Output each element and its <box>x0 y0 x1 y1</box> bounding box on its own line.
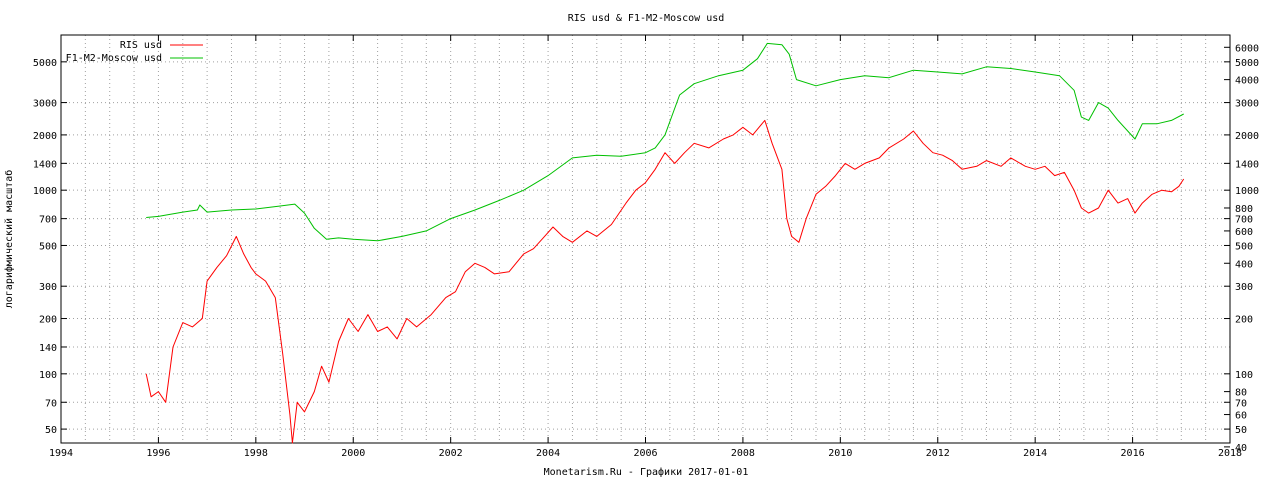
y-tick-label-right: 400 <box>1235 259 1253 270</box>
x-axis-label: Monetarism.Ru - Графики 2017-01-01 <box>544 466 749 478</box>
y-tick-label-right: 4000 <box>1235 76 1259 87</box>
y-tick-label-right: 2000 <box>1235 131 1259 142</box>
y-tick-label-left: 500 <box>39 241 57 252</box>
x-tick-label: 2004 <box>536 448 560 459</box>
y-tick-label-left: 70 <box>45 398 57 409</box>
y-axis-label: логарифмический масштаб <box>3 170 15 308</box>
x-tick-label: 2010 <box>828 448 852 459</box>
x-tick-label: 2006 <box>633 448 657 459</box>
y-tick-label-left: 700 <box>39 215 57 226</box>
x-tick-label: 2002 <box>439 448 463 459</box>
y-tick-label-left: 3000 <box>33 99 57 110</box>
y-tick-label-right: 3000 <box>1235 99 1259 110</box>
y-tick-label-right: 1400 <box>1235 159 1259 170</box>
axis-ticks: 1994 1996 1998 2000 2002 2004 2006 2008 2010 2012… <box>33 35 1259 459</box>
y-tick-label-left: 2000 <box>33 131 57 142</box>
y-tick-label-right: 5000 <box>1235 58 1259 69</box>
legend: RIS usd F1-M2-Moscow usd <box>66 40 203 64</box>
y-tick-label-right: 600 <box>1235 227 1253 238</box>
y-tick-label-left: 1000 <box>33 186 57 197</box>
y-tick-label-right: 700 <box>1235 215 1253 226</box>
y-tick-label-left: 200 <box>39 315 57 326</box>
x-tick-label: 2000 <box>341 448 365 459</box>
y-tick-label-right: 40 <box>1235 443 1247 454</box>
y-tick-label-left: 5000 <box>33 58 57 69</box>
y-tick-label-right: 80 <box>1235 388 1247 399</box>
x-tick-label: 1998 <box>244 448 268 459</box>
y-tick-label-right: 100 <box>1235 370 1253 381</box>
series-line-ris-usd <box>145 119 1185 444</box>
y-tick-label-right: 70 <box>1235 398 1247 409</box>
y-tick-label-left: 140 <box>39 343 57 354</box>
y-tick-label-right: 300 <box>1235 282 1253 293</box>
y-tick-label-left: 300 <box>39 282 57 293</box>
y-tick-label-right: 800 <box>1235 204 1253 215</box>
y-tick-label-left: 1400 <box>33 159 57 170</box>
y-tick-label-right: 500 <box>1235 241 1253 252</box>
x-tick-label: 2014 <box>1023 448 1047 459</box>
series-lines <box>145 42 1185 444</box>
y-tick-label-right: 200 <box>1235 315 1253 326</box>
x-tick-label: 2016 <box>1121 448 1145 459</box>
chart-title: RIS usd & F1-M2-Moscow usd <box>568 13 725 24</box>
y-tick-label-right: 6000 <box>1235 43 1259 54</box>
legend-label-f1-m2-moscow-usd: F1-M2-Moscow usd <box>66 53 162 64</box>
y-tick-label-left: 100 <box>39 370 57 381</box>
x-tick-label: 1996 <box>146 448 170 459</box>
y-tick-label-left: 50 <box>45 425 57 436</box>
y-tick-label-right: 1000 <box>1235 186 1259 197</box>
legend-label-ris-usd: RIS usd <box>120 40 162 51</box>
y-tick-label-right: 60 <box>1235 411 1247 422</box>
series-line-f1-m2-moscow-usd <box>146 42 1184 242</box>
grid <box>61 35 1230 443</box>
x-tick-label: 2008 <box>731 448 755 459</box>
y-tick-label-right: 50 <box>1235 425 1247 436</box>
x-tick-label: 1994 <box>49 448 73 459</box>
x-tick-label: 2012 <box>926 448 950 459</box>
x-tick-label: 2018 <box>1218 448 1242 459</box>
